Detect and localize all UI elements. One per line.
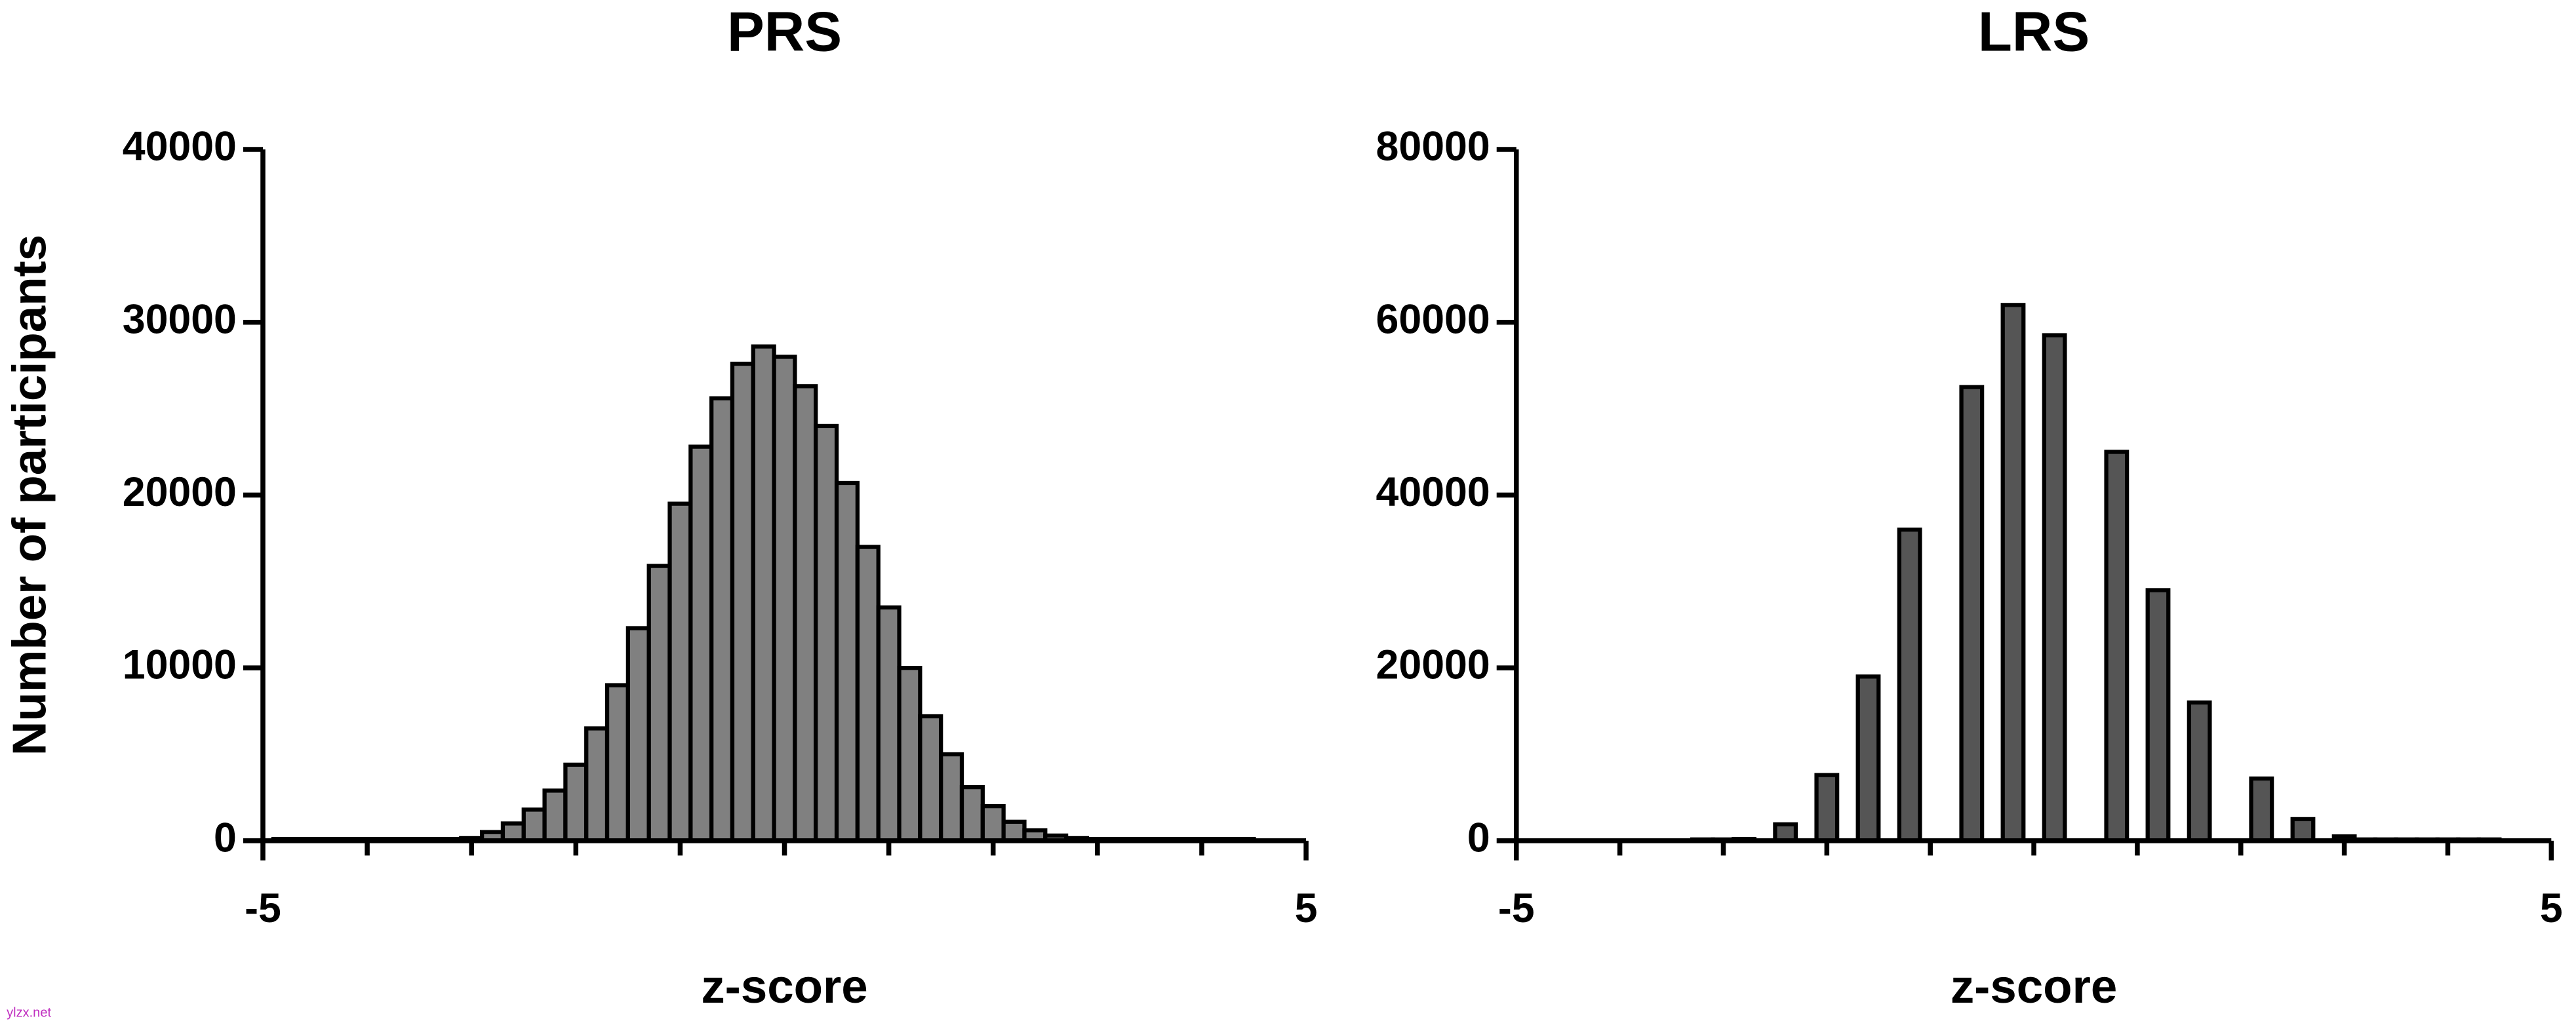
y-tick-label: 60000 [1376,296,1490,342]
bar [1959,385,1985,843]
y-tick-label: 0 [1467,815,1490,860]
x-tick-label: 5 [2540,885,2563,931]
y-tick-label: 20000 [1376,642,1490,688]
chart-title: PRS [727,1,842,64]
bar [959,784,985,843]
y-tick-label: 0 [214,815,237,860]
bar [2000,303,2026,843]
bar [604,683,630,843]
bar [793,384,818,843]
chart-title: LRS [1978,1,2090,64]
bar [1855,674,1881,843]
bar [834,480,860,843]
bar [521,807,547,843]
x-tick-label: -5 [1498,885,1535,931]
bar [563,762,589,843]
bar [1814,773,1840,843]
x-tick-label: 5 [1295,885,1318,931]
bar [625,626,651,843]
y-tick-label: 40000 [1376,469,1490,515]
y-tick-label: 30000 [123,296,237,342]
bar [730,361,755,843]
bar [646,564,672,843]
y-tick-label: 10000 [123,642,237,688]
bar [2042,333,2067,843]
y-tick-label: 80000 [1376,124,1490,170]
bar [1001,819,1027,843]
x-axis-label: z-score [1951,960,2117,1013]
bar [709,396,735,843]
bar [584,726,610,843]
bar [772,355,797,843]
bar [855,545,881,843]
bar [2104,450,2130,843]
x-axis-label: z-score [701,960,867,1013]
bar [814,423,839,843]
bar [2187,700,2212,843]
bar [897,666,922,843]
bar [688,444,714,843]
bar [2145,588,2171,843]
bar [1897,528,1922,843]
bar [500,821,526,843]
bar [751,344,776,843]
bar [980,804,1006,843]
y-tick-label: 40000 [123,124,237,170]
bar [667,501,693,843]
bar [918,714,943,843]
bar [542,788,568,843]
watermark: ylzx.net [7,1005,51,1020]
bar [876,605,902,843]
bar [2290,817,2316,843]
y-tick-label: 20000 [123,469,237,515]
y-axis-label: Number of participants [3,235,56,756]
bar [939,752,964,843]
x-tick-label: -5 [245,885,281,931]
bar [2249,776,2274,843]
